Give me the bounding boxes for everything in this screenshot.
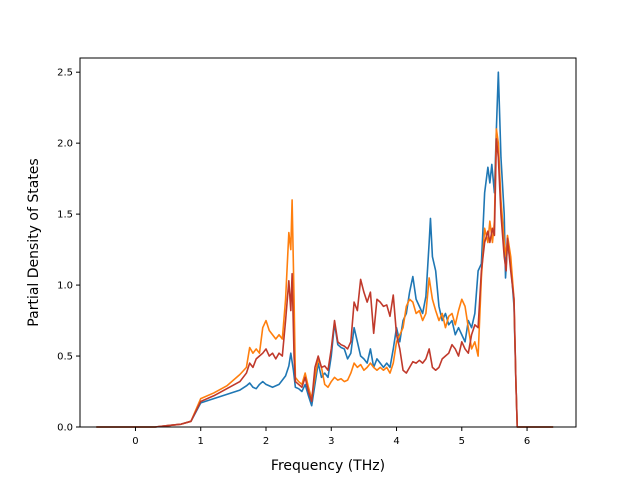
plot-frame (79, 57, 577, 428)
x-tick-label: 1 (198, 436, 204, 447)
y-tick-label: 0.0 (57, 423, 73, 434)
y-tick-label: 2.5 (57, 68, 73, 79)
x-tick-label: 4 (393, 436, 399, 447)
x-tick-label: 3 (328, 436, 334, 447)
x-tick-label: 6 (524, 436, 530, 447)
x-axis-label: Frequency (THz) (271, 458, 385, 474)
y-tick-label: 0.5 (57, 352, 73, 363)
x-tick-label: 5 (459, 436, 465, 447)
y-tick-label: 1.5 (57, 210, 73, 221)
y-tick-label: 2.0 (57, 139, 73, 150)
y-axis-label: Partial Density of States (26, 158, 42, 326)
y-tick-label: 1.0 (57, 281, 73, 292)
x-tick-label: 0 (132, 436, 138, 447)
series-line-3 (96, 138, 554, 428)
series-layer (96, 71, 554, 428)
y-axis: 0.0 0.5 1.0 1.5 2.0 2.5 (57, 68, 80, 434)
x-axis: 0 1 2 3 4 5 6 (132, 427, 530, 447)
series-line-1 (96, 71, 554, 428)
x-tick-label: 2 (263, 436, 269, 447)
